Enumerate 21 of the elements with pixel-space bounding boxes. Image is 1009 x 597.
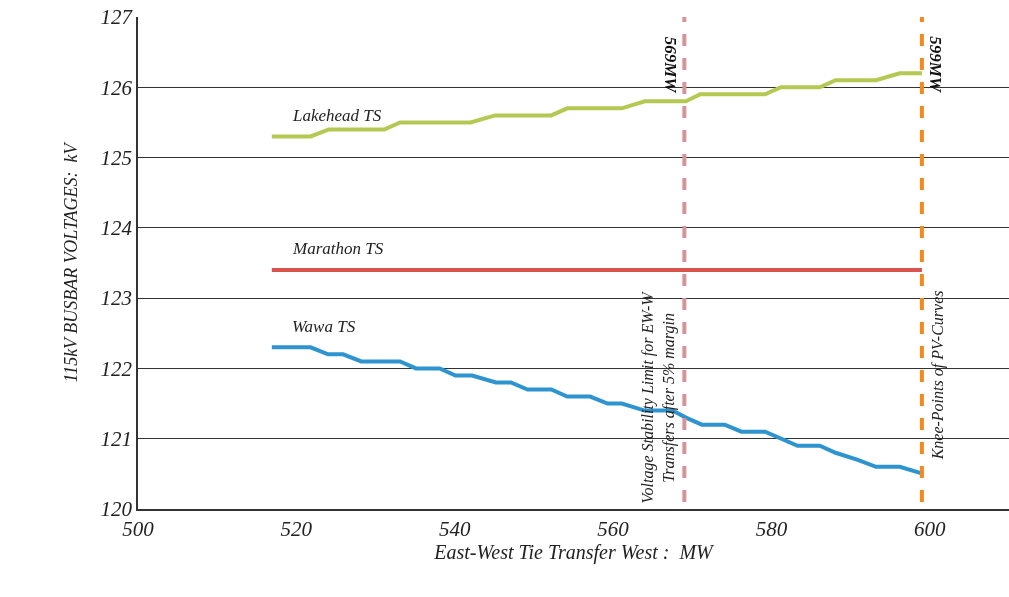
y-tick-label: 126: [100, 75, 133, 100]
y-tick-label: 123: [100, 286, 133, 311]
annotation: Voltage Stability Limit for EW-W Transfers after 5% margin: [639, 290, 679, 504]
series-label: Lakehead TS: [292, 106, 382, 125]
y-axis-title: 115kV BUSBAR VOLTAGES: kV: [61, 141, 82, 383]
y-tick-label: 127: [100, 5, 134, 30]
series-label: Marathon TS: [292, 239, 384, 258]
x-tick-label: 540: [438, 516, 471, 541]
y-tick-label: 122: [100, 356, 133, 381]
x-axis-title: East-West Tie Transfer West : MW: [433, 540, 716, 564]
series-label: Wawa TS: [292, 317, 356, 336]
x-tick-label: 600: [914, 516, 947, 541]
y-tick-label: 121: [100, 427, 133, 452]
annotation: Knee-Points of PV-Curves: [929, 290, 948, 461]
x-tick-label: 520: [280, 516, 313, 541]
x-tick-label: 580: [755, 516, 788, 541]
y-tick-label: 124: [100, 216, 133, 241]
x-tick-label: 560: [597, 516, 630, 541]
y-tick-label: 125: [100, 145, 133, 170]
ref-line-label: 599MW: [925, 36, 945, 94]
ref-line-label: 569MW: [661, 36, 681, 95]
